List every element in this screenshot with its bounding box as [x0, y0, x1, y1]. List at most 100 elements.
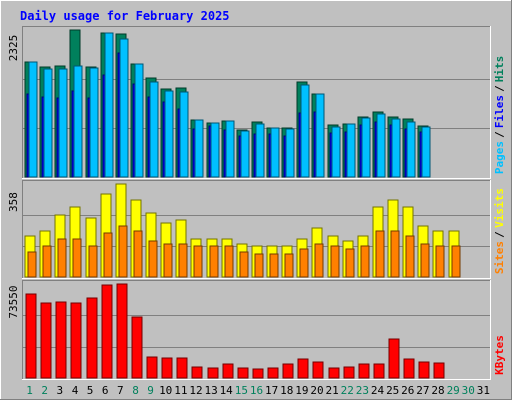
bar-kbytes-day-22 [343, 366, 355, 379]
bar-sites-day-19 [299, 248, 309, 278]
day-label-6: 6 [102, 384, 109, 397]
bar-sites-day-29 [451, 245, 461, 278]
bar-kbytes-day-11 [176, 357, 188, 379]
bar-pages-day-10 [164, 90, 174, 178]
bar-pages-day-24 [376, 113, 386, 178]
bar-sites-day-27 [420, 243, 430, 278]
bar-kbytes-day-21 [328, 367, 340, 379]
bar-pages-day-19 [300, 84, 310, 178]
bar-kbytes-day-24 [373, 363, 385, 379]
kbytes-panel: 73550 KBytes [7, 280, 506, 380]
bar-kbytes-day-8 [131, 316, 143, 379]
bar-pages-day-25 [391, 118, 401, 178]
y-max-label: 2325 [7, 35, 20, 62]
day-label-11: 11 [174, 384, 187, 397]
bar-pages-day-22 [346, 123, 356, 178]
bar-kbytes-day-15 [237, 367, 249, 379]
bar-kbytes-day-1 [25, 293, 37, 379]
bar-sites-day-26 [405, 235, 415, 278]
legend-hits: Hits [493, 56, 506, 83]
visits-panel: 358 Sites / Visits [7, 180, 506, 279]
bar-sites-day-8 [133, 230, 143, 278]
bar-pages-day-17 [270, 127, 280, 178]
bar-kbytes-day-13 [207, 367, 219, 379]
bar-sites-day-12 [193, 245, 203, 278]
legend-sites: Sites [493, 241, 506, 274]
legend-separator: / [493, 231, 506, 238]
day-label-10: 10 [159, 384, 172, 397]
day-label-26: 26 [401, 384, 414, 397]
day-label-27: 27 [416, 384, 429, 397]
bar-kbytes-day-16 [252, 368, 264, 379]
day-label-12: 12 [189, 384, 202, 397]
legend-files: Files [493, 95, 506, 128]
panels-layer: 2325 Pages / Files / Hits 358 Sites / Visits 73550… [7, 26, 506, 380]
bar-kbytes-day-20 [312, 361, 324, 379]
bar-kbytes-day-4 [70, 302, 82, 379]
bar-sites-day-16 [254, 253, 264, 278]
bar-sites-day-9 [148, 240, 158, 278]
bar-kbytes-day-18 [282, 363, 294, 379]
bar-pages-day-23 [361, 117, 371, 178]
hits-panel: 2325 Pages / Files / Hits [7, 26, 506, 179]
bar-kbytes-day-27 [418, 361, 430, 379]
day-label-20: 20 [310, 384, 323, 397]
bar-pages-day-9 [149, 81, 159, 178]
bar-pages-day-2 [43, 68, 53, 178]
day-label-29: 29 [447, 384, 460, 397]
bar-kbytes-day-23 [358, 363, 370, 379]
day-label-15: 15 [235, 384, 248, 397]
day-label-17: 17 [265, 384, 278, 397]
bar-pages-day-3 [58, 68, 68, 178]
bar-sites-day-10 [163, 243, 173, 278]
legend-separator: / [493, 85, 506, 92]
chart-title: Daily usage for February 2025 [20, 9, 230, 23]
day-label-19: 19 [295, 384, 308, 397]
bar-kbytes-day-6 [101, 284, 113, 379]
bar-kbytes-day-17 [267, 367, 279, 379]
day-label-16: 16 [250, 384, 263, 397]
day-label-13: 13 [204, 384, 217, 397]
day-label-5: 5 [87, 384, 94, 397]
bar-kbytes-day-7 [116, 283, 128, 379]
bar-sites-day-18 [284, 253, 294, 278]
day-label-2: 2 [41, 384, 48, 397]
bar-pages-day-26 [406, 121, 416, 178]
bar-kbytes-day-25 [388, 338, 400, 379]
bar-sites-day-20 [314, 243, 324, 278]
bar-sites-day-1 [27, 251, 37, 278]
bar-sites-day-17 [269, 253, 279, 278]
bar-kbytes-day-9 [146, 356, 158, 379]
bar-sites-day-7 [118, 225, 128, 278]
day-label-8: 8 [132, 384, 139, 397]
bar-kbytes-day-19 [297, 358, 309, 379]
bar-sites-day-23 [360, 245, 370, 278]
bar-kbytes-day-14 [222, 363, 234, 379]
day-label-1: 1 [26, 384, 33, 397]
day-label-4: 4 [72, 384, 79, 397]
bar-sites-day-28 [435, 245, 445, 278]
day-label-24: 24 [371, 384, 385, 397]
bar-kbytes-day-26 [403, 358, 415, 379]
bar-pages-day-21 [331, 126, 341, 178]
bar-pages-day-14 [225, 120, 235, 178]
bar-pages-day-15 [240, 130, 250, 178]
y-max-label: 73550 [7, 285, 20, 318]
bar-pages-day-20 [315, 93, 325, 178]
bar-sites-day-13 [209, 245, 219, 278]
bar-pages-day-1 [28, 61, 38, 178]
day-labels: 1 2 3 4 5 6 7 8 9 10 11 12 13 14 15 16 17 18 19 20 21 22 23 24 2… [26, 384, 490, 397]
bar-kbytes-day-28 [433, 362, 445, 379]
day-label-9: 9 [147, 384, 154, 397]
day-label-3: 3 [56, 384, 63, 397]
bar-pages-day-5 [89, 67, 99, 178]
bar-pages-day-6 [104, 32, 114, 178]
legend-pages: Pages [493, 141, 506, 174]
bar-sites-day-4 [72, 238, 82, 278]
bar-pages-day-13 [210, 122, 220, 178]
bar-pages-day-7 [119, 38, 129, 178]
legend-visits: Visits [493, 188, 506, 228]
day-label-28: 28 [431, 384, 444, 397]
